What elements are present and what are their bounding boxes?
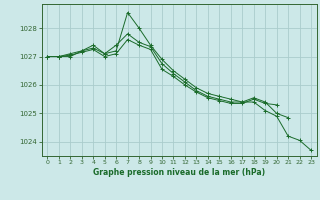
X-axis label: Graphe pression niveau de la mer (hPa): Graphe pression niveau de la mer (hPa)	[93, 168, 265, 177]
